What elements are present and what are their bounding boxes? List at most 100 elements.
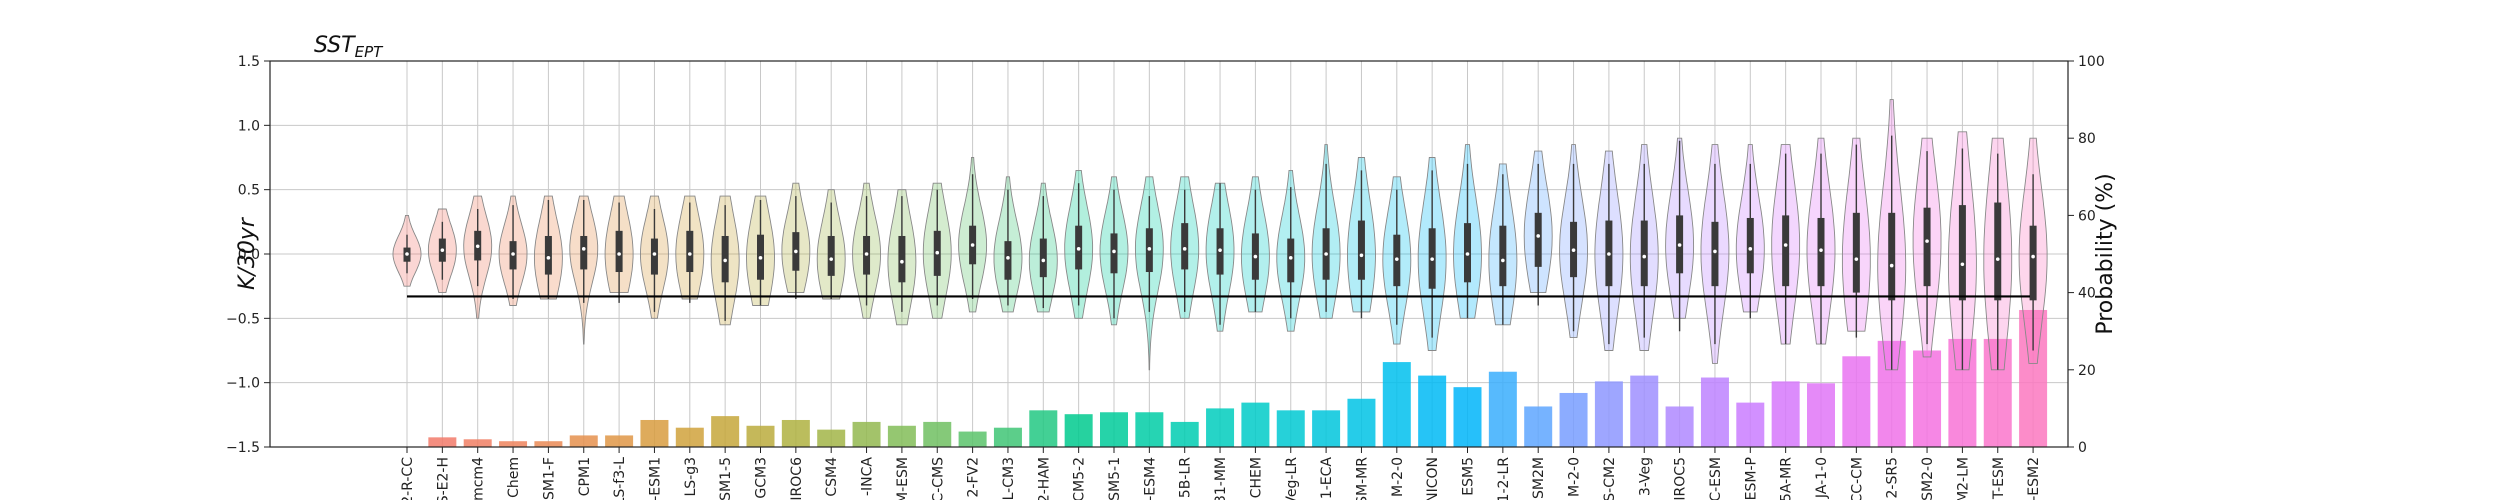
violin-median xyxy=(1748,247,1753,251)
violin-median xyxy=(1359,253,1364,258)
x-tick-label: ESM5-1 xyxy=(1107,457,1123,500)
violin-median xyxy=(1218,248,1222,252)
chart-title: SSTEPT xyxy=(314,33,384,61)
violin-median xyxy=(723,258,727,263)
violin-median xyxy=(1642,254,1647,259)
right-y-tick-label: 40 xyxy=(2078,286,2096,302)
violin-median xyxy=(440,248,445,252)
x-tick-label: GCM3 xyxy=(754,457,770,499)
violin-iqr-box xyxy=(2029,225,2037,301)
violin-iqr-box xyxy=(686,230,694,273)
violin-median xyxy=(1571,248,1576,252)
x-tick-label: JA-1-0 xyxy=(1814,457,1830,499)
probability-bar xyxy=(1700,377,1729,447)
probability-bar xyxy=(1064,414,1093,447)
x-tick-label: S-E2-H xyxy=(435,457,451,500)
chart-title-subscript: EPT xyxy=(355,43,385,61)
right-y-axis-label: Probability (%) xyxy=(2093,173,2118,334)
x-tick-label: M2-LM xyxy=(1955,457,1971,500)
probability-bar xyxy=(569,435,598,447)
x-tick-label: SM1-5 xyxy=(718,457,734,500)
x-tick-label: 5A-MR xyxy=(1779,457,1795,500)
x-tick-label: C-CMS xyxy=(930,457,946,500)
violin-iqr-box xyxy=(1110,233,1118,274)
violin-median xyxy=(617,252,621,256)
left-y-tick-label: 1.0 xyxy=(238,118,260,134)
violin-median xyxy=(1288,256,1293,260)
violin-median xyxy=(864,252,869,256)
probability-bar xyxy=(1100,412,1128,447)
probability-bar xyxy=(1029,410,1058,447)
violin-median xyxy=(1147,247,1152,251)
x-tick-label: CC-CM xyxy=(1849,457,1865,500)
probability-bar xyxy=(923,421,952,447)
probability-bar xyxy=(1488,371,1517,447)
violin-median xyxy=(1430,257,1434,261)
violin-iqr-box xyxy=(827,235,835,276)
right-y-tick-label: 0 xyxy=(2078,440,2087,456)
x-tick-label: LS-g3 xyxy=(683,457,699,497)
violin-median xyxy=(829,257,833,261)
x-tick-label: 5B-LR xyxy=(1178,457,1194,498)
violin-median xyxy=(1006,256,1010,260)
violin-median xyxy=(1324,252,1328,256)
violin-median xyxy=(1465,252,1470,256)
left-y-tick-label: 1.5 xyxy=(238,54,260,70)
violin-median xyxy=(1854,257,1859,261)
probability-bar xyxy=(993,427,1022,447)
violin-median xyxy=(970,243,975,247)
probability-bar xyxy=(1736,402,1765,447)
violin-median xyxy=(794,249,798,254)
violin-iqr-box xyxy=(1888,212,1896,301)
right-y-tick-label: 80 xyxy=(2078,131,2096,147)
violin-iqr-box xyxy=(580,235,588,270)
probability-bar xyxy=(1241,402,1270,447)
left-y-ticks: −1.5 −1.0 −0.5 0.0 0.5 1.0 1.5 xyxy=(226,54,270,456)
x-tick-label: -ESM1 xyxy=(647,457,663,500)
violin-median xyxy=(1607,252,1611,256)
probability-bar xyxy=(428,437,457,447)
probability-bar xyxy=(1524,406,1553,447)
probability-bar xyxy=(1312,410,1341,447)
violin-iqr-box xyxy=(544,235,552,275)
violin-iqr-box xyxy=(1039,238,1047,278)
violin-iqr-box xyxy=(1852,212,1860,293)
bars xyxy=(428,309,2048,447)
violin-median xyxy=(475,244,480,249)
violin-iqr-box xyxy=(1181,223,1189,270)
probability-bar xyxy=(1135,412,1164,447)
violin-median xyxy=(546,256,551,260)
probability-bar xyxy=(499,441,528,447)
left-y-axis-label: K/30yr xyxy=(235,216,260,290)
probability-bar xyxy=(1559,392,1588,447)
probability-bar xyxy=(534,441,563,447)
probability-bar xyxy=(746,425,775,447)
violin-median xyxy=(511,252,515,256)
probability-bar xyxy=(1807,383,1835,447)
x-tick-label: S-CM2 xyxy=(1602,457,1618,500)
x-tick-label: C-ESM xyxy=(1708,457,1724,500)
violin-iqr-box xyxy=(1923,207,1931,287)
violin-median xyxy=(1182,247,1187,251)
violin-median xyxy=(1041,258,1046,263)
right-y-tick-label: 20 xyxy=(2078,363,2096,379)
violin-median xyxy=(1783,243,1788,247)
x-tick-label: 2-R-CC xyxy=(400,457,416,500)
x-tick-label: 1-ECA xyxy=(1319,457,1335,500)
x-tick-label: M-2-0 xyxy=(1390,457,1406,497)
x-tick-label: M-2-0 xyxy=(1567,457,1583,497)
probability-bar xyxy=(605,435,634,447)
x-tick-label: 2-SR5 xyxy=(1885,457,1901,498)
probability-bar xyxy=(958,431,987,447)
x-tick-label: 2-HAM xyxy=(1036,457,1052,500)
probability-bar xyxy=(1347,398,1376,447)
x-tick-label: IROC6 xyxy=(789,457,805,500)
x-tick-label: Veg-LR xyxy=(1284,457,1300,500)
violin-iqr-box xyxy=(1711,221,1719,287)
x-tick-label: Chem xyxy=(506,457,522,498)
violin-iqr-box xyxy=(1287,238,1295,283)
x-tick-label: M-ESM xyxy=(895,457,911,500)
left-y-tick-label: −0.5 xyxy=(226,311,260,327)
violin-iqr-box xyxy=(1004,241,1012,280)
